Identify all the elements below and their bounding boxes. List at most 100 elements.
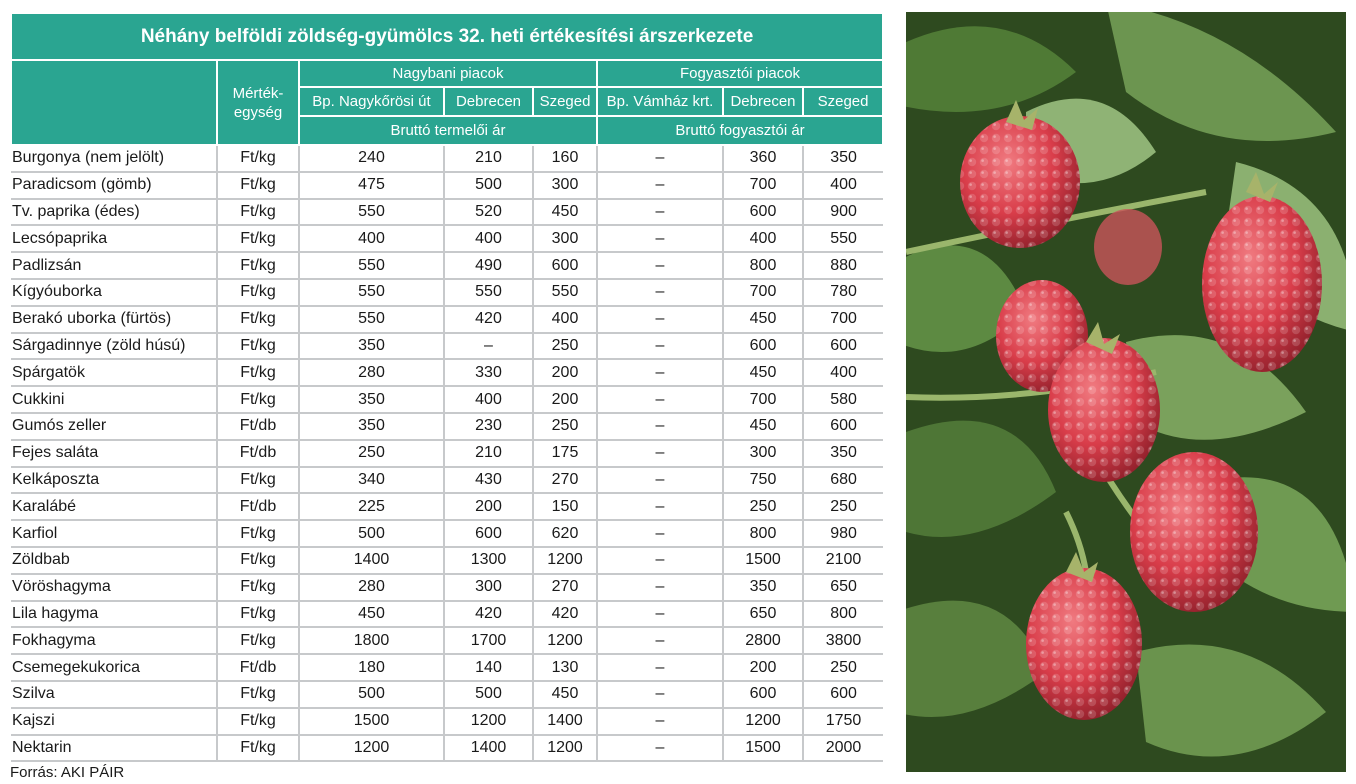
product-name-cell: Lila hagyma (11, 600, 217, 629)
product-name-cell: Tv. paprika (édes) (11, 198, 217, 227)
raspberry-illustration (906, 12, 1346, 772)
price-cell: 600 (443, 520, 533, 548)
price-cell: – (596, 439, 723, 468)
product-name-cell: Zöldbab (11, 546, 217, 575)
price-cell: 500 (443, 680, 533, 709)
unit-cell: Ft/kg (216, 145, 299, 173)
price-cell: 2100 (801, 546, 884, 575)
price-cell: 1200 (532, 734, 597, 763)
table-row: Fokhagyma Ft/kg 1800 1700 1200–2800 3800 (11, 627, 884, 656)
market-header: Debrecen (722, 86, 804, 117)
price-cell: 600 (722, 198, 803, 227)
price-cell: 450 (722, 305, 803, 334)
price-cell: 240 (298, 145, 444, 173)
price-cell: 620 (532, 520, 597, 548)
price-cell: 270 (532, 573, 597, 602)
price-cell: 1400 (532, 707, 597, 736)
price-cell: – (443, 332, 533, 361)
price-cell: – (596, 627, 723, 656)
price-cell: 800 (722, 252, 803, 280)
leaves (906, 12, 1346, 757)
price-cell: 400 (722, 225, 803, 254)
unit-cell: Ft/kg (216, 520, 299, 548)
price-cell: 230 (443, 412, 533, 441)
unit-cell: Ft/kg (216, 252, 299, 280)
product-name-cell: Karalábé (11, 493, 217, 522)
market-header: Bp. Vámház krt. (596, 86, 724, 117)
price-cell: 1700 (443, 627, 533, 656)
product-name-cell: Kígyóuborka (11, 278, 217, 307)
price-cell: 1750 (801, 707, 884, 736)
product-name-cell: Paradicsom (gömb) (11, 171, 217, 200)
unit-header: Mérték- egység (216, 59, 300, 146)
price-cell: 520 (443, 198, 533, 227)
table-row: Lecsópaprika Ft/kg 400 400 300–400 550 (11, 225, 884, 254)
raspberries (960, 116, 1322, 720)
consumer-price-type-header: Bruttó fogyasztói ár (595, 115, 885, 146)
table-row: Spárgatök Ft/kg 280 330 200–450 400 (11, 359, 884, 388)
table-row: Tv. paprika (édes) Ft/kg 550 520 450–600 900 (11, 198, 884, 227)
table-row: Padlizsán Ft/kg 550 490 600–800 880 (11, 252, 884, 280)
price-cell: 680 (801, 466, 884, 495)
table-row: Csemegekukorica Ft/db 180 140 130–200 250 (11, 654, 884, 682)
raspberry-photo (906, 12, 1346, 772)
product-name-cell: Szilva (11, 680, 217, 709)
price-cell: 400 (532, 305, 597, 334)
wholesale-group-header: Nagybani piacok (298, 59, 598, 88)
price-cell: 2800 (722, 627, 803, 656)
price-cell: 900 (801, 198, 884, 227)
price-cell: 330 (443, 359, 533, 388)
product-header (10, 59, 218, 146)
product-name-cell: Kelkáposzta (11, 466, 217, 495)
unit-cell: Ft/kg (216, 278, 299, 307)
price-cell: 980 (801, 520, 884, 548)
price-cell: 550 (298, 198, 444, 227)
price-cell: 1800 (298, 627, 444, 656)
price-cell: 1400 (443, 734, 533, 763)
price-cell: 3800 (801, 627, 884, 656)
unit-cell: Ft/db (216, 439, 299, 468)
price-cell: – (596, 600, 723, 629)
table-row: Karfiol Ft/kg 500 600 620–800 980 (11, 520, 884, 548)
price-cell: 600 (801, 332, 884, 361)
price-cell: 1300 (443, 546, 533, 575)
price-cell: 580 (801, 386, 884, 414)
price-cell: – (596, 707, 723, 736)
price-cell: 750 (722, 466, 803, 495)
price-cell: 700 (722, 278, 803, 307)
price-cell: 450 (298, 600, 444, 629)
unit-cell: Ft/kg (216, 707, 299, 736)
price-cell: – (596, 466, 723, 495)
price-cell: – (596, 359, 723, 388)
price-cell: 250 (532, 412, 597, 441)
price-cell: 350 (298, 332, 444, 361)
price-cell: 140 (443, 654, 533, 682)
price-cell: 1500 (722, 734, 803, 763)
product-name-cell: Nektarin (11, 734, 217, 763)
table-row: Lila hagyma Ft/kg 450 420 420–650 800 (11, 600, 884, 629)
unit-cell: Ft/kg (216, 171, 299, 200)
price-cell: – (596, 654, 723, 682)
price-cell: 450 (532, 680, 597, 709)
price-cell: 250 (801, 493, 884, 522)
unit-cell: Ft/kg (216, 627, 299, 656)
price-cell: 550 (443, 278, 533, 307)
price-cell: 600 (532, 252, 597, 280)
price-cell: 1500 (298, 707, 444, 736)
wholesale-price-type-header: Bruttó termelői ár (298, 115, 598, 146)
price-cell: 700 (722, 386, 803, 414)
price-cell: – (596, 252, 723, 280)
price-cell: 780 (801, 278, 884, 307)
price-cell: 350 (298, 412, 444, 441)
market-header: Szeged (532, 86, 598, 117)
price-cell: 450 (532, 198, 597, 227)
price-cell: 880 (801, 252, 884, 280)
price-cell: 450 (722, 412, 803, 441)
price-cell: 200 (532, 359, 597, 388)
table-row: Kígyóuborka Ft/kg 550 550 550–700 780 (11, 278, 884, 307)
table-row: Paradicsom (gömb) Ft/kg 475 500 300–700 400 (11, 171, 884, 200)
price-cell: 280 (298, 573, 444, 602)
price-cell: 400 (443, 386, 533, 414)
price-cell: 1500 (722, 546, 803, 575)
price-cell: 200 (722, 654, 803, 682)
